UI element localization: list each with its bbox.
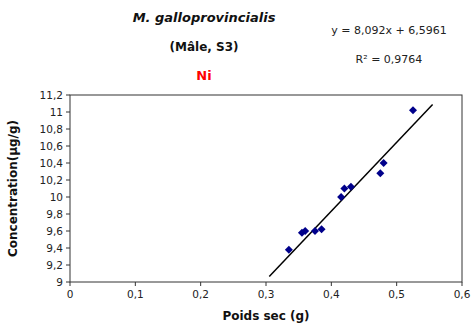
data-point [337, 193, 345, 201]
subtitle: (Mâle, S3) [170, 40, 239, 54]
data-point [318, 225, 326, 233]
data-point [376, 169, 384, 177]
x-tick-label: 0 [67, 288, 74, 300]
title: M. galloprovincialis [133, 10, 276, 25]
annotation: y = 8,092x + 6,5961 [331, 24, 446, 37]
regression-line [269, 105, 432, 277]
x-tick [266, 282, 267, 286]
data-point [380, 159, 388, 167]
y-tick-label: 10,6 [40, 140, 64, 152]
y-tick-label: 10,4 [40, 157, 64, 169]
x-tick-label: 0,2 [192, 288, 209, 300]
y-tick [66, 180, 70, 181]
x-axis-label: Poids sec (g) [222, 309, 309, 323]
x-tick [135, 282, 136, 286]
x-tick-label: 0,4 [323, 288, 340, 300]
plot-area [269, 105, 432, 277]
y-tick-label: 10,2 [40, 174, 63, 186]
y-tick [66, 265, 70, 266]
data-point [347, 183, 355, 191]
data-point [340, 185, 348, 193]
chart: M. galloprovincialis (Mâle, S3) Ni y = 8,09… [0, 0, 474, 331]
x-tick-label: 0,1 [127, 288, 144, 300]
y-tick [66, 282, 70, 283]
y-tick-label: 11,2 [40, 89, 63, 101]
data-point [285, 246, 293, 254]
annotation: R² = 0,9764 [356, 53, 423, 66]
data-point [301, 227, 309, 235]
annotation: Ni [196, 68, 211, 83]
data-point [409, 106, 417, 114]
y-tick-label: 10 [50, 191, 63, 203]
y-tick [66, 214, 70, 215]
y-tick-label: 11 [50, 106, 63, 118]
x-tick [200, 282, 201, 286]
y-axis-label: Concentration(µg/g) [6, 120, 20, 257]
y-tick-label: 9 [56, 276, 63, 288]
y-tick [66, 248, 70, 249]
y-tick-label: 9,2 [46, 259, 63, 271]
y-tick [66, 112, 70, 113]
page: {"chart_data": { "type": "scatter", "tit… [0, 0, 474, 331]
x-tick [70, 282, 71, 286]
y-tick [66, 129, 70, 130]
x-tick-label: 0,6 [454, 288, 471, 300]
x-tick-label: 0,5 [388, 288, 405, 300]
data-point [311, 227, 319, 235]
plot-frame [70, 95, 462, 282]
x-tick [331, 282, 332, 286]
y-tick [66, 197, 70, 198]
y-tick [66, 146, 70, 147]
x-tick [462, 282, 463, 286]
x-tick [396, 282, 397, 286]
y-tick-label: 10,8 [40, 123, 63, 135]
y-tick-label: 9,8 [46, 208, 63, 220]
y-tick-label: 9,6 [46, 225, 63, 237]
y-tick [66, 231, 70, 232]
y-tick-label: 9,4 [46, 242, 63, 254]
y-tick [66, 163, 70, 164]
y-tick [66, 95, 70, 96]
x-tick-label: 0,3 [258, 288, 275, 300]
